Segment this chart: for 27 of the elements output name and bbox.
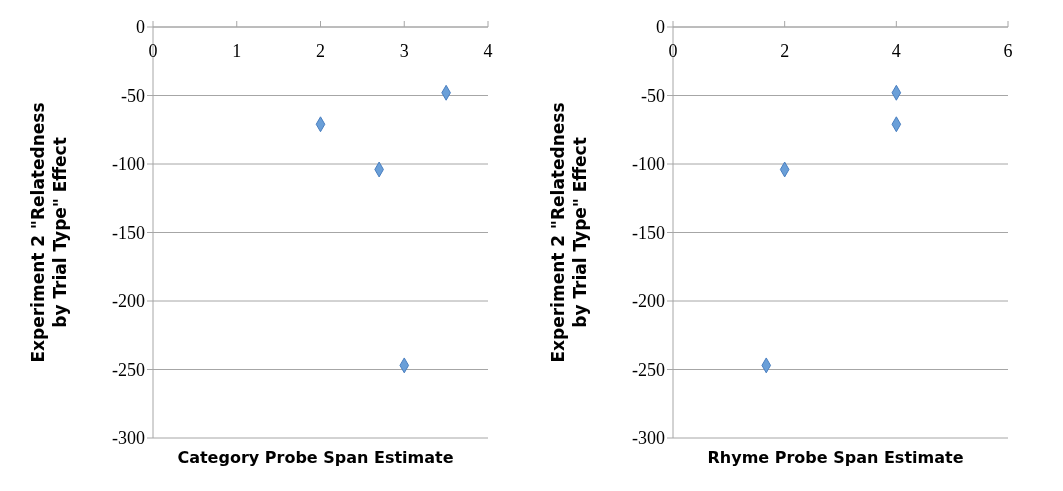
x-tick-label: 4	[891, 41, 901, 61]
x-tick-label: 6	[1003, 41, 1013, 61]
y-tick-label: -50	[641, 85, 665, 106]
y-tick-label: 0	[136, 17, 145, 38]
x-tick-label: 2	[780, 41, 790, 61]
y-tick-label: -150	[632, 222, 665, 243]
y-axis-title: Experiment 2 "Relatedness by Trial Type" Effect	[28, 102, 70, 363]
y-tick-label: -250	[112, 359, 145, 380]
y-axis-title: Experiment 2 "Relatedness by Trial Type" Effect	[548, 102, 590, 363]
y-tick-label: -50	[121, 85, 145, 106]
x-tick-label: 3	[399, 41, 409, 61]
y-tick-label: 0	[656, 17, 665, 38]
y-tick-label: -100	[632, 154, 665, 175]
y-tick-label: -300	[632, 428, 665, 449]
x-axis-title: Category Probe Span Estimate	[176, 448, 455, 467]
x-tick-label: 0	[668, 41, 678, 61]
y-tick-label: -250	[632, 359, 665, 380]
y-tick-label: -200	[632, 291, 665, 312]
x-axis-title: Rhyme Probe Span Estimate	[706, 448, 965, 467]
x-tick-label: 4	[483, 41, 493, 61]
x-tick-label: 1	[232, 41, 242, 61]
y-tick-label: -150	[112, 222, 145, 243]
y-tick-label: -300	[112, 428, 145, 449]
y-tick-label: -200	[112, 291, 145, 312]
y-tick-label: -100	[112, 154, 145, 175]
x-tick-label: 2	[316, 41, 325, 61]
x-tick-label: 0	[148, 41, 158, 61]
